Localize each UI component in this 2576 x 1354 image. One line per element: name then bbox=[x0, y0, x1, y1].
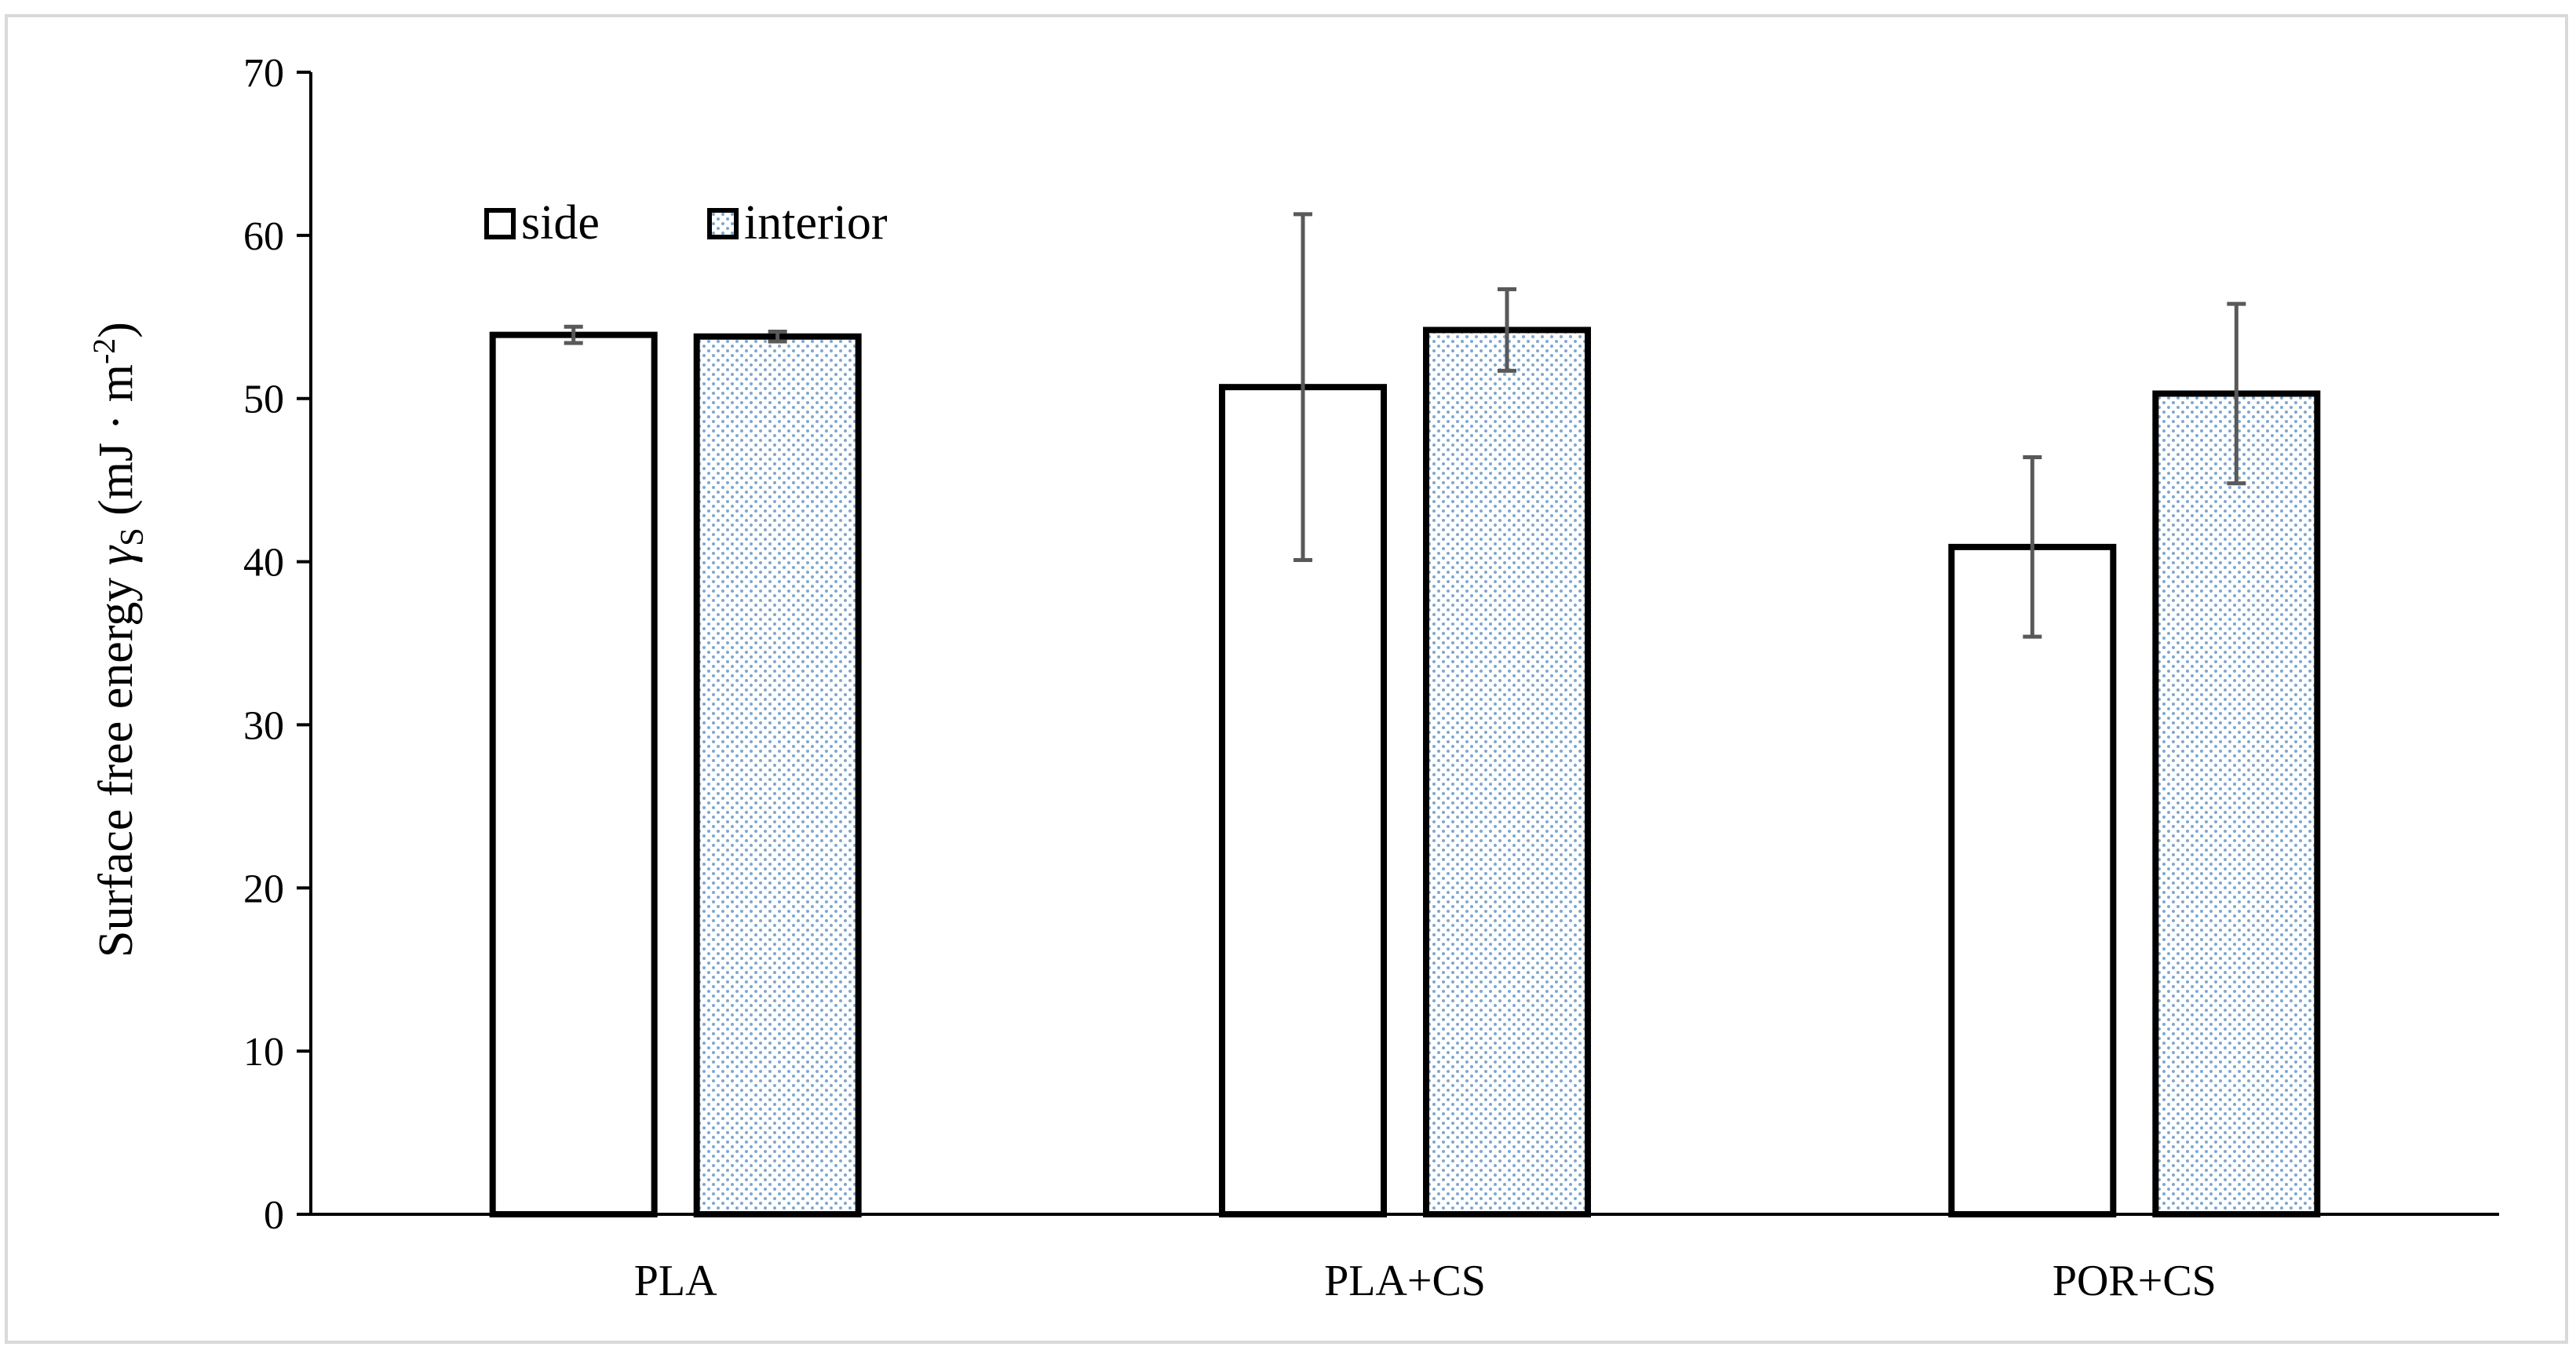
y-tick-label-2: 20 bbox=[243, 867, 284, 911]
x-tick-label-2: POR+CS bbox=[2052, 1257, 2217, 1305]
bar-side-2 bbox=[1948, 543, 2117, 1217]
y-tick-label-4: 40 bbox=[243, 541, 284, 586]
y-axis-title-main: Surface free energy bbox=[89, 565, 143, 958]
legend-label-side: side bbox=[521, 196, 600, 250]
bar-interior-0 bbox=[693, 333, 862, 1218]
y-axis-title-unit-superscript: -2 bbox=[86, 338, 122, 364]
legend-label-interior: interior bbox=[744, 196, 888, 250]
error-bars-group bbox=[564, 212, 2246, 639]
bar-interior-1 bbox=[1423, 327, 1591, 1217]
legend-swatch-interior bbox=[707, 208, 739, 239]
x-axis-labels: PLA PLA+CS POR+CS bbox=[634, 1257, 2217, 1305]
legend: side interior bbox=[484, 196, 888, 250]
y-tick-label-3: 30 bbox=[243, 703, 284, 748]
y-axis-title-gamma-subscript: S bbox=[115, 527, 151, 546]
y-axis-title: Surface free energy γS (mJ · m-2) bbox=[86, 322, 151, 958]
y-tick-label-6: 60 bbox=[243, 214, 284, 259]
y-axis-title-unit-open: (mJ · m bbox=[89, 364, 143, 527]
x-tick-label-0: PLA bbox=[634, 1257, 717, 1305]
y-axis-title-gamma: γ bbox=[89, 545, 143, 565]
y-axis-ticks: 0 10 20 30 40 50 60 70 bbox=[243, 51, 311, 1238]
bar-interior-2 bbox=[2152, 390, 2321, 1218]
bar-side-0 bbox=[489, 331, 658, 1217]
legend-swatch-side bbox=[484, 208, 516, 239]
y-tick-label-5: 50 bbox=[243, 378, 284, 422]
y-tick-label-7: 70 bbox=[243, 51, 284, 96]
x-tick-label-1: PLA+CS bbox=[1324, 1257, 1486, 1305]
y-tick-label-1: 10 bbox=[243, 1030, 284, 1075]
y-axis-title-unit-close: ) bbox=[89, 322, 143, 338]
y-tick-label-0: 0 bbox=[264, 1193, 284, 1238]
bars-group bbox=[489, 327, 2321, 1218]
